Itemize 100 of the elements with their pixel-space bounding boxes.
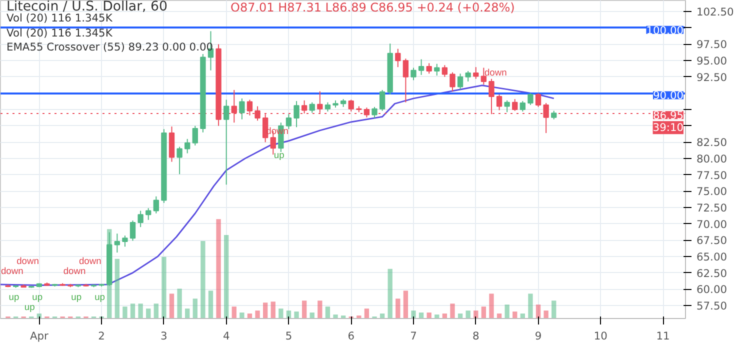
bar [302, 300, 307, 318]
candlestick [442, 64, 448, 78]
candlestick [122, 235, 128, 248]
bar [262, 302, 268, 318]
bar [411, 310, 416, 318]
candlestick [324, 102, 331, 112]
candlestick [520, 100, 526, 112]
annotation: up [94, 292, 105, 302]
y-tick-label: 80.00 [696, 152, 728, 166]
candlestick [426, 62, 432, 74]
bar [481, 306, 486, 318]
annotation: up [32, 292, 43, 302]
candlestick [138, 210, 144, 228]
bar [177, 288, 182, 318]
annotation: Vol (20) 116 1.345K [6, 26, 114, 40]
annotation: up [274, 150, 284, 160]
bar [107, 229, 112, 318]
candlestick [309, 102, 315, 114]
bar [364, 308, 370, 318]
bar [122, 306, 128, 318]
bar [388, 268, 392, 318]
candlestick [130, 220, 136, 242]
candlestick [395, 48, 401, 68]
x-tick-label: 4 [222, 330, 230, 342]
annotation: down [16, 256, 39, 266]
bar [232, 306, 236, 318]
bar [216, 219, 221, 318]
bar [403, 290, 408, 318]
annotation: O87.01 H87.31 L86.89 C86.95 +0.24 (+0.28%) [230, 0, 515, 14]
bar [325, 306, 330, 318]
annotation: up [71, 292, 82, 302]
y-tick-label: 70.00 [696, 218, 728, 231]
y-tick-label: 92.50 [696, 70, 728, 84]
bar [333, 314, 338, 318]
candlestick [379, 89, 386, 112]
x-tick-label: 5 [285, 330, 292, 342]
candlestick [528, 92, 534, 106]
annotation: 39:10 [652, 121, 684, 134]
bar [138, 304, 143, 318]
annotation: up [8, 292, 20, 302]
x-tick-label: 9 [534, 330, 542, 342]
bar [466, 310, 470, 318]
candlestick [465, 70, 471, 82]
bar [552, 300, 556, 318]
bar [154, 304, 158, 318]
x-tick-label: 6 [348, 330, 355, 342]
bar [114, 258, 120, 318]
candlestick [294, 100, 300, 128]
annotation: up [24, 302, 35, 312]
bar [294, 312, 299, 318]
x-tick-label: 3 [160, 330, 168, 342]
annotation: down [0, 266, 24, 276]
bar [208, 290, 214, 318]
ref-line-label: 86.95 [652, 109, 684, 122]
bar [130, 304, 136, 318]
candlestick [496, 94, 502, 111]
candlestick [457, 73, 464, 90]
candlestick [239, 98, 245, 120]
bar [536, 304, 541, 318]
bar [528, 294, 533, 318]
annotation: down [63, 266, 86, 276]
annotation: down [78, 256, 102, 266]
candlestick [434, 63, 440, 76]
ref-line-label: 90.00 [652, 89, 684, 102]
y-tick-label: 82.50 [696, 136, 728, 150]
bar [318, 300, 322, 318]
bar [504, 304, 510, 318]
bar [270, 302, 276, 318]
y-tick-label: 97.50 [696, 38, 728, 52]
bar [278, 308, 284, 318]
bar [224, 235, 229, 318]
candlestick [224, 99, 230, 186]
y-tick-label: 77.50 [696, 168, 728, 182]
bar [396, 298, 400, 318]
y-tick-label: 102.50 [696, 6, 734, 19]
bar [200, 240, 206, 318]
y-tick-label: 75.00 [696, 185, 728, 198]
line-series [0, 84, 555, 286]
candlestick [418, 58, 424, 76]
candlestick [146, 208, 152, 220]
x-tick-label: 10 [594, 330, 608, 342]
annotation: Vol (20) 116 1.345K [6, 12, 114, 24]
candlestick [535, 92, 542, 108]
bar [192, 298, 198, 318]
x-tick-label: Apr [30, 330, 50, 342]
x-tick-label: 8 [472, 330, 480, 342]
candlestick [192, 125, 198, 146]
y-tick-label: 57.50 [696, 299, 728, 312]
annotation: down [484, 68, 507, 78]
candlestick [176, 146, 182, 175]
bar [240, 312, 244, 318]
x-tick-label: 11 [656, 330, 670, 342]
bar [489, 294, 494, 318]
y-tick-label: 65.00 [696, 250, 728, 264]
bar [544, 310, 548, 318]
bar [185, 308, 190, 318]
x-tick-label: 2 [98, 330, 105, 342]
candlestick [504, 100, 510, 113]
bar [162, 256, 166, 318]
y-tick-label: 72.50 [696, 201, 728, 214]
